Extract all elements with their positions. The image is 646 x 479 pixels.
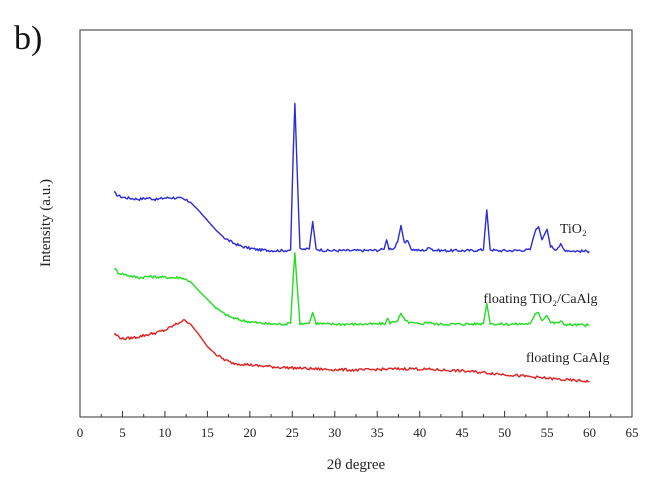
x-axis-title: 2θ degree: [327, 457, 386, 473]
x-tick-label: 40: [413, 425, 426, 440]
series-line: [113, 319, 590, 383]
series-label: TiO₂: [560, 222, 587, 237]
x-tick-label: 50: [498, 425, 511, 440]
series-group: [113, 102, 590, 383]
x-tick-label: 25: [286, 425, 299, 440]
series-label: floating CaAlg: [526, 351, 610, 366]
x-tick-label: 15: [201, 425, 214, 440]
series-line: [113, 252, 590, 328]
y-axis-title: Intensity (a.u.): [38, 179, 54, 267]
series-label: floating TiO₂/CaAlg: [483, 292, 597, 307]
x-tick-label: 60: [583, 425, 596, 440]
x-axis-ticks: 0 5 10 15 20 25 30 35 40 45 50 55 60 65: [77, 411, 639, 440]
x-tick-label: 5: [119, 425, 126, 440]
x-tick-label: 20: [243, 425, 256, 440]
x-tick-label: 45: [456, 425, 469, 440]
x-tick-label: 55: [541, 425, 554, 440]
x-tick-label: 65: [626, 425, 639, 440]
series-line: [113, 102, 590, 254]
x-tick-label: 35: [371, 425, 384, 440]
x-tick-label: 30: [328, 425, 341, 440]
series-labels: TiO₂ floating TiO₂/CaAlg floating CaAlg: [483, 222, 609, 366]
panel-label: b): [14, 20, 43, 57]
x-tick-label: 10: [158, 425, 171, 440]
x-tick-label: 0: [77, 425, 84, 440]
